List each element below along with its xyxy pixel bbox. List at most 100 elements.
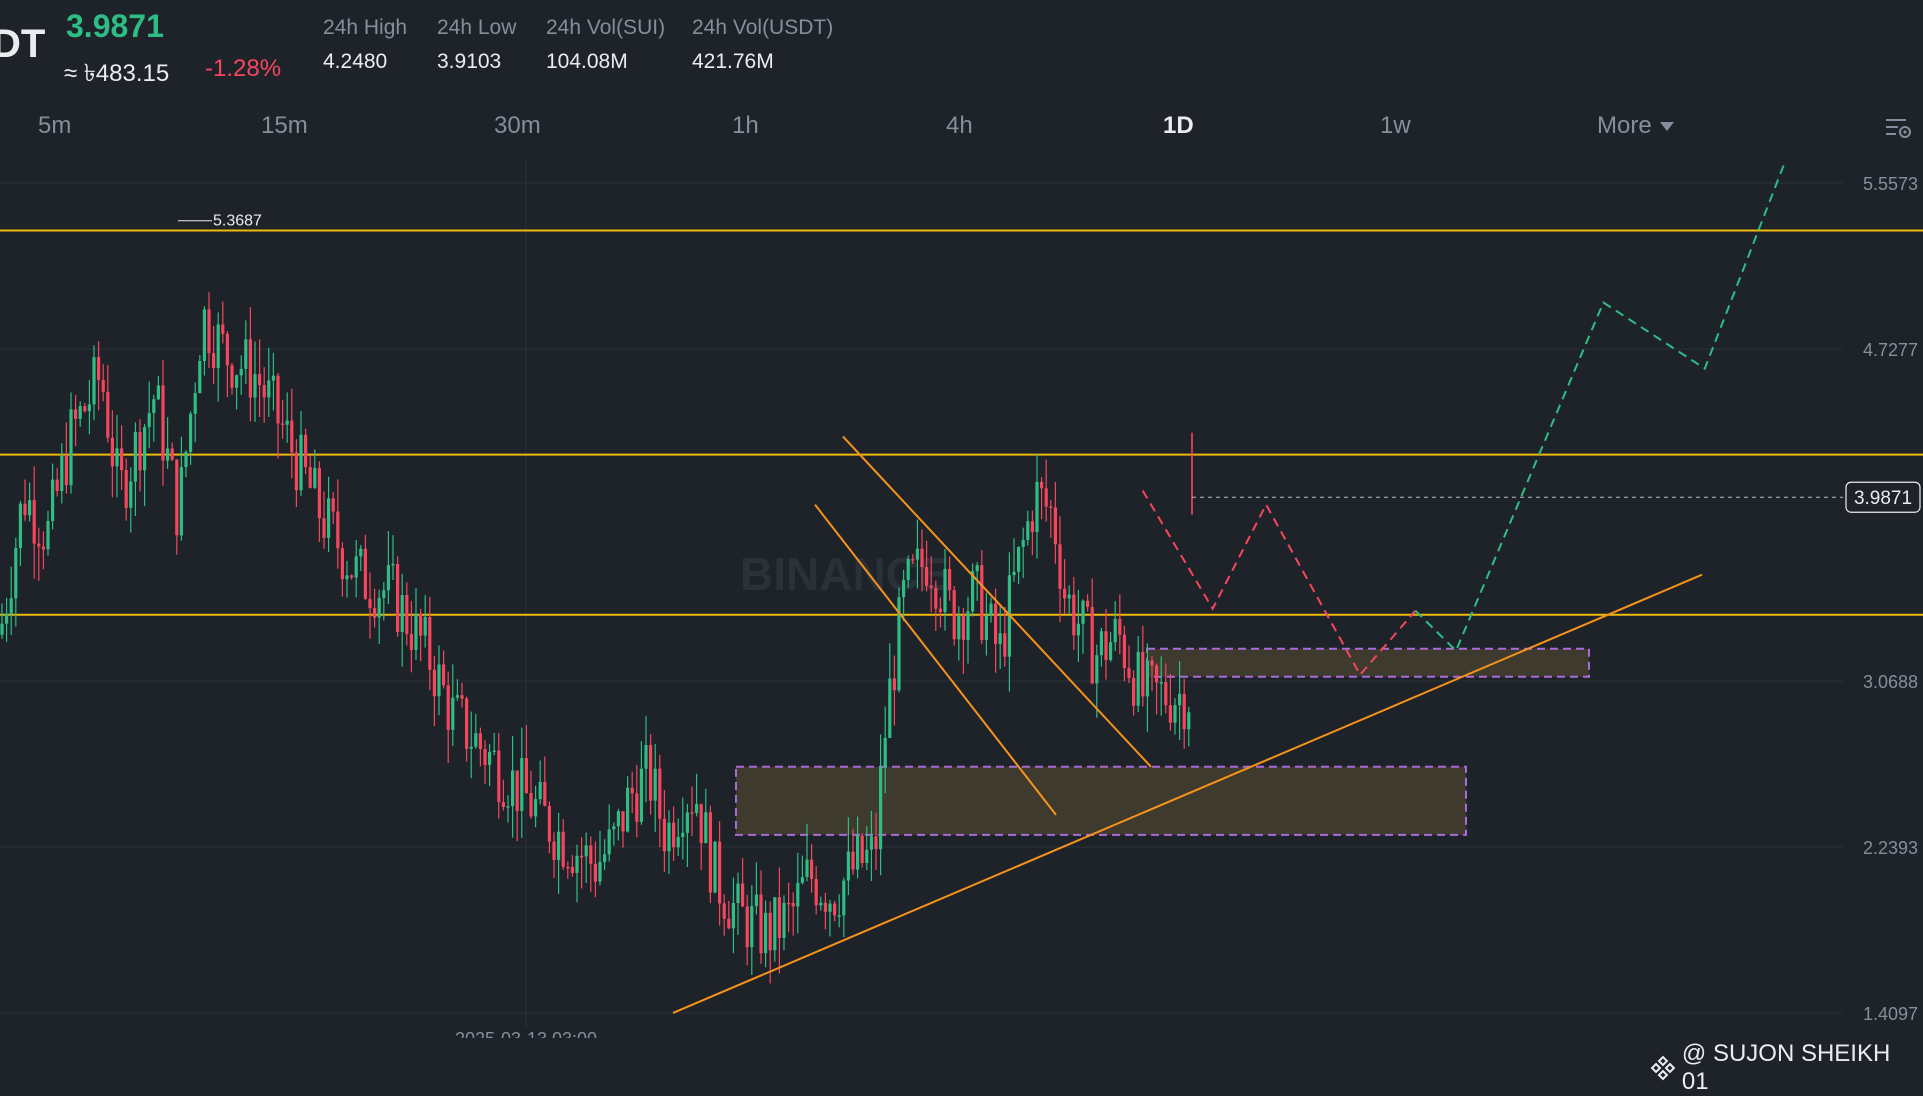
candle-body xyxy=(115,448,119,467)
candle-body xyxy=(1058,544,1062,589)
candle-body xyxy=(368,598,372,609)
candle-body xyxy=(143,427,147,471)
candle-body xyxy=(400,594,404,632)
timeframe-1h[interactable]: 1h xyxy=(732,112,759,139)
candle-body xyxy=(55,479,59,492)
candle-body xyxy=(989,603,993,616)
candle-body xyxy=(340,548,344,580)
candle-body xyxy=(934,587,938,609)
candle-body xyxy=(221,324,225,334)
candle-body xyxy=(883,737,887,768)
candle-body xyxy=(1132,677,1136,706)
candle-body xyxy=(193,393,197,414)
candle-body xyxy=(198,361,202,394)
candle-body xyxy=(1081,600,1085,624)
timeframe-more-label: More xyxy=(1597,112,1652,139)
candle-body xyxy=(713,841,717,893)
candle-body xyxy=(621,811,625,832)
candle-body xyxy=(791,902,795,907)
candle-body xyxy=(635,793,639,822)
timeframe-5m[interactable]: 5m xyxy=(38,112,72,139)
candle-body xyxy=(1049,506,1053,509)
candle-body xyxy=(1182,693,1186,730)
candle-body xyxy=(667,822,671,852)
candle-body xyxy=(350,575,354,578)
candle-body xyxy=(501,802,505,807)
timeframe-4h[interactable]: 4h xyxy=(946,112,973,139)
candle-body xyxy=(1012,571,1016,576)
price-chart[interactable]: BINANCE 5.3687 3.9871 5.5573 4.7277 3.0688 2.… xyxy=(0,158,1923,1038)
candle-body xyxy=(777,897,781,938)
candle-body xyxy=(980,565,984,641)
candle-body xyxy=(152,399,156,414)
candle-body xyxy=(1090,606,1094,684)
candle-body xyxy=(814,879,818,906)
price-tick-label: 5.5573 xyxy=(1863,174,1918,194)
candle-body xyxy=(1118,618,1122,635)
candle-body xyxy=(156,385,160,400)
candle-body xyxy=(129,481,133,508)
candle-body xyxy=(1040,481,1044,489)
candle-body xyxy=(1095,655,1099,684)
timeframe-1d[interactable]: 1D xyxy=(1163,112,1194,139)
stat-label: 24h Low xyxy=(437,16,517,39)
candle-body xyxy=(842,880,846,916)
candle-body xyxy=(212,353,216,368)
candle-body xyxy=(685,812,689,833)
stat-24h-low: 24h Low 3.9103 xyxy=(437,16,516,74)
candle-body xyxy=(598,862,602,882)
candle-body xyxy=(543,781,547,806)
candle-body xyxy=(451,697,455,730)
candle-body xyxy=(432,669,436,697)
timeframe-15m[interactable]: 15m xyxy=(261,112,308,139)
candle-body xyxy=(276,375,280,424)
candle-body xyxy=(83,406,87,412)
candle-body xyxy=(658,768,662,819)
stat-value: 421.76M xyxy=(692,50,774,73)
timeframe-1w[interactable]: 1w xyxy=(1380,112,1411,139)
candle-body xyxy=(902,580,906,598)
candle-body xyxy=(938,608,942,613)
timeframe-30m[interactable]: 30m xyxy=(494,112,541,139)
candle-body xyxy=(60,455,64,492)
candle-body xyxy=(455,695,459,698)
candle-body xyxy=(805,859,809,878)
price-change-percent: -1.28% xyxy=(205,55,282,82)
candle-body xyxy=(639,768,643,822)
candle-body xyxy=(961,616,965,640)
candle-body xyxy=(1159,682,1163,684)
candle-body xyxy=(423,617,427,636)
candle-body xyxy=(708,812,712,893)
candle-body xyxy=(626,787,630,832)
candle-body xyxy=(1021,539,1025,548)
candle-body xyxy=(189,413,193,453)
bullish-projection-path xyxy=(1414,164,1785,653)
candle-body xyxy=(511,770,515,807)
candle-body xyxy=(474,733,478,747)
chart-settings-icon[interactable] xyxy=(1884,115,1914,141)
candle-body xyxy=(837,915,841,917)
candle-body xyxy=(382,590,386,598)
candle-body xyxy=(0,623,4,635)
current-price-badge xyxy=(1845,481,1921,513)
candle-body xyxy=(488,751,492,765)
candle-body xyxy=(547,805,551,842)
demand-zone-upper xyxy=(1146,647,1590,678)
credit-watermark: @ SUJON SHEIKH 01 xyxy=(1650,1040,1923,1096)
candle-body xyxy=(294,452,298,491)
channel-upper-line xyxy=(842,435,1152,768)
credit-text: @ SUJON SHEIKH 01 xyxy=(1681,1040,1891,1095)
candle-body xyxy=(120,448,124,471)
candle-body xyxy=(984,615,988,641)
candle-body xyxy=(74,409,78,419)
timeframe-more[interactable]: More xyxy=(1597,112,1674,140)
candle-body xyxy=(1127,667,1131,678)
candle-body xyxy=(879,767,883,850)
candle-body xyxy=(46,520,50,550)
candle-body xyxy=(1168,705,1172,723)
candle-body xyxy=(874,836,878,850)
candle-body xyxy=(465,698,469,749)
candle-body xyxy=(262,385,266,398)
candle-body xyxy=(446,685,450,730)
candle-body xyxy=(630,787,634,794)
